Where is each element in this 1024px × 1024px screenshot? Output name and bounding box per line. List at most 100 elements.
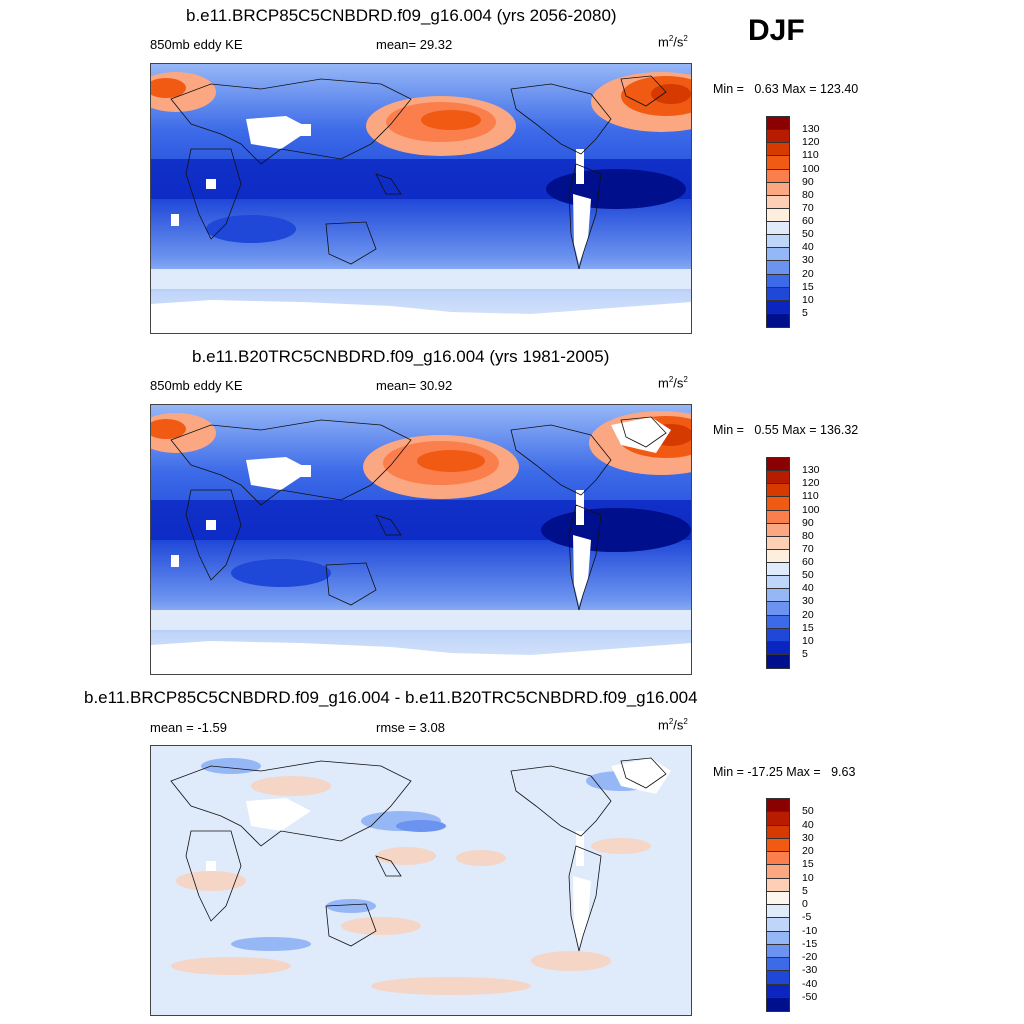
colorbar-swatch [767, 931, 789, 945]
colorbar-swatch [767, 563, 789, 577]
units-label: m2/s2 [658, 34, 688, 50]
panel-title: b.e11.B20TRC5CNBDRD.f09_g16.004 (yrs 198… [192, 347, 610, 366]
colorbar-swatch [767, 628, 789, 642]
colorbar-swatch [767, 300, 789, 314]
colorbar-swatch [767, 143, 789, 157]
colorbar-tick-label: 80 [802, 529, 814, 542]
colorbar-tick-label: 30 [802, 595, 814, 608]
colorbar-tick-label: -30 [802, 964, 818, 977]
colorbar-swatch [767, 891, 789, 905]
colorbar-tick-label: -15 [802, 937, 818, 950]
colorbar-swatch [767, 313, 789, 327]
colorbar-swatch [767, 523, 789, 537]
colorbar-swatch [767, 549, 789, 563]
rmse-label: rmse = 3.08 [376, 720, 446, 735]
colorbar-tick-label: -5 [802, 911, 812, 924]
min-max-label: Min = 0.55 Max = 136.32 [713, 423, 859, 437]
colorbar-tick-label: 120 [802, 136, 820, 149]
colorbar-swatch [767, 589, 789, 603]
colorbar-swatch [767, 654, 789, 668]
field-label: 850mb eddy KE [150, 37, 243, 52]
colorbar-tick-label: 80 [802, 188, 814, 201]
colorbar-swatch [767, 825, 789, 839]
colorbar-tick-label: 130 [802, 464, 820, 477]
colorbar-swatch [767, 602, 789, 616]
colorbar-swatch [767, 287, 789, 301]
colorbar-swatch [767, 169, 789, 183]
colorbar-tick-label: 60 [802, 556, 814, 568]
colorbar-swatch [767, 865, 789, 879]
colorbar-tick-label: 110 [802, 490, 819, 503]
colorbar-swatch [767, 958, 789, 972]
colorbar-tick-label: -10 [802, 924, 818, 937]
colorbar-swatch [767, 984, 789, 998]
colorbar-swatch [767, 510, 789, 524]
colorbar-tick-label: 20 [802, 267, 814, 280]
colorbar-tick-label: 60 [802, 215, 814, 227]
colorbar-swatch [767, 852, 789, 866]
colorbar-tick-label: 90 [802, 516, 814, 529]
colorbar-tick-label: -50 [802, 990, 818, 1003]
colorbar-tick-label: 15 [802, 858, 814, 871]
colorbar-tick-label: 110 [802, 149, 819, 162]
colorbar-swatch [767, 799, 789, 813]
map-plot [150, 745, 692, 1016]
colorbar-swatch [767, 156, 789, 170]
colorbar-tick-label: 30 [802, 831, 814, 844]
colorbar-swatch [767, 130, 789, 144]
colorbar-tick-label: 15 [802, 280, 814, 293]
panel-title: b.e11.BRCP85C5CNBDRD.f09_g16.004 - b.e11… [84, 688, 698, 707]
colorbar [766, 798, 790, 1012]
colorbar-tick-label: 50 [802, 228, 814, 241]
colorbar-swatch [767, 497, 789, 511]
colorbar [766, 457, 790, 669]
colorbar-tick-label: 40 [802, 818, 814, 831]
colorbar-swatch [767, 182, 789, 196]
colorbar-swatch [767, 878, 789, 892]
colorbar-tick-label: 100 [802, 503, 820, 516]
colorbar-swatch [767, 971, 789, 985]
colorbar-swatch [767, 812, 789, 826]
colorbar-swatch [767, 641, 789, 655]
colorbar-tick-label: 90 [802, 175, 814, 188]
colorbar-tick-label: 50 [802, 805, 814, 818]
season-label: DJF [748, 14, 805, 47]
colorbar-tick-label: -40 [802, 977, 818, 990]
colorbar-tick-label: 40 [802, 582, 814, 595]
colorbar-tick-label: 30 [802, 254, 814, 267]
colorbar-tick-label: 15 [802, 621, 814, 634]
colorbar-swatch [767, 117, 789, 131]
colorbar-swatch [767, 208, 789, 222]
colorbar-swatch [767, 997, 789, 1011]
colorbar-swatch [767, 615, 789, 629]
colorbar-tick-label: 10 [802, 293, 814, 306]
colorbar-swatch [767, 248, 789, 262]
colorbar-swatch [767, 905, 789, 919]
map-plot [150, 404, 692, 675]
map-plot [150, 63, 692, 334]
colorbar-swatch [767, 576, 789, 590]
colorbar-tick-label: 10 [802, 634, 814, 647]
colorbar-tick-label: 70 [802, 201, 814, 214]
colorbar-swatch [767, 222, 789, 236]
mean-label: mean= 30.92 [376, 378, 453, 393]
units-label: m2/s2 [658, 375, 688, 391]
colorbar-tick-label: 0 [802, 898, 808, 910]
colorbar-swatch [767, 536, 789, 550]
colorbar-tick-label: 100 [802, 162, 820, 175]
colorbar-swatch [767, 274, 789, 288]
colorbar-swatch [767, 261, 789, 275]
colorbar-swatch [767, 918, 789, 932]
mean-label: mean= 29.32 [376, 37, 453, 52]
colorbar-tick-label: 10 [802, 871, 814, 884]
colorbar-tick-label: 5 [802, 647, 808, 660]
colorbar-tick-label: 20 [802, 845, 814, 857]
colorbar-tick-label: 130 [802, 123, 820, 136]
colorbar-tick-label: 70 [802, 542, 814, 555]
colorbar-swatch [767, 458, 789, 472]
colorbar-swatch [767, 195, 789, 209]
colorbar-tick-label: 50 [802, 569, 814, 582]
colorbar-swatch [767, 484, 789, 498]
colorbar-swatch [767, 944, 789, 958]
panel-title: b.e11.BRCP85C5CNBDRD.f09_g16.004 (yrs 20… [186, 6, 617, 25]
